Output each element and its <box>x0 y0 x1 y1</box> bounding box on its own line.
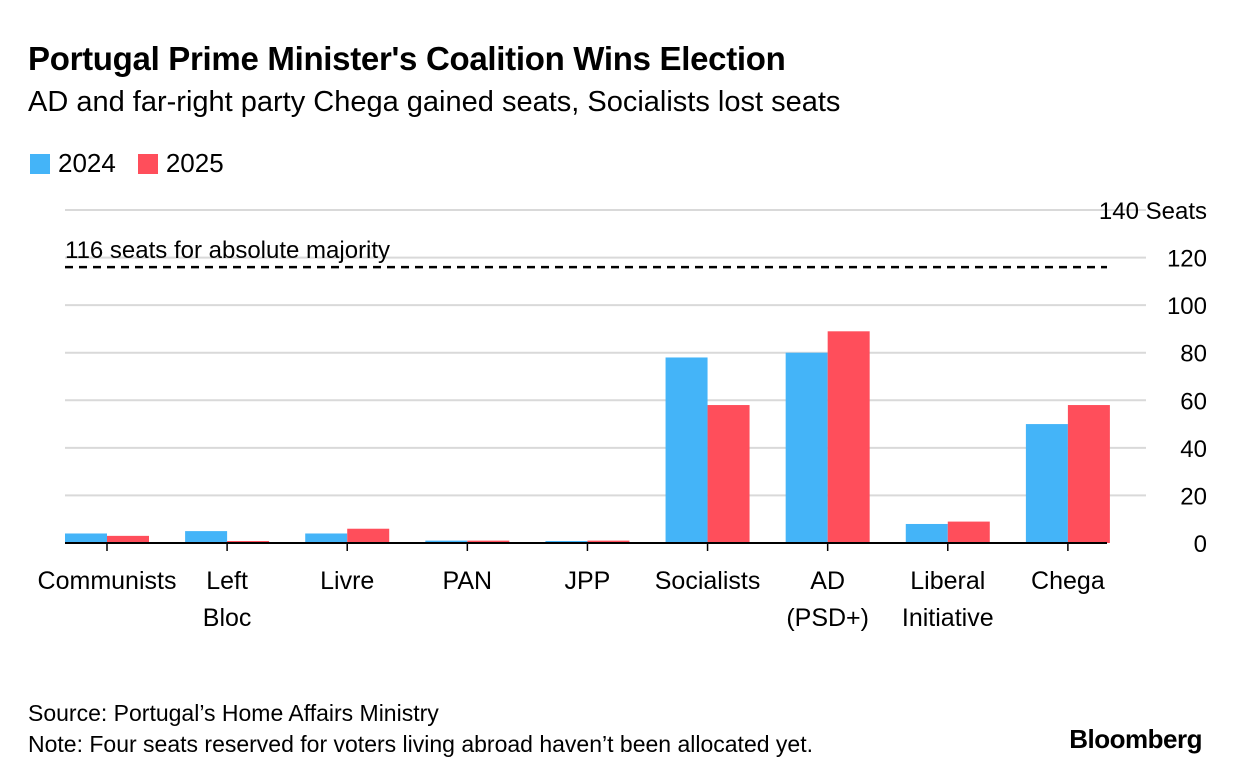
x-tick-label-4-0: JPP <box>565 567 611 595</box>
x-tick-label-2-0: Livre <box>320 567 374 595</box>
legend-label-2025: 2025 <box>165 148 224 178</box>
bar-2025-2 <box>347 528 390 543</box>
y-tick-label-60: 60 <box>1180 388 1207 415</box>
bar-2024-6 <box>785 352 828 543</box>
y-tick-label-0: 0 <box>1194 531 1207 558</box>
x-tick-label-6-1: (PSD+) <box>786 604 869 632</box>
x-tick-label-0-0: Communists <box>38 567 177 595</box>
chart-subtitle: AD and far-right party Chega gained seat… <box>28 86 841 118</box>
bar-2025-0 <box>107 535 149 543</box>
x-tick-label-6-0: AD <box>810 567 845 595</box>
bar-2024-8 <box>1025 424 1068 543</box>
y-tick-label-80: 80 <box>1180 341 1207 368</box>
y-tick-label-120: 120 <box>1167 246 1207 273</box>
x-tick-label-7-0: Liberal <box>910 567 985 595</box>
legend-label-2024: 2024 <box>58 148 116 178</box>
x-tick-label-1-0: Left <box>206 567 248 595</box>
legend-item-2024: 2024 <box>30 148 116 179</box>
y-tick-label-140: 140 Seats <box>1099 198 1207 225</box>
bar-2024-1 <box>185 531 228 543</box>
bar-2024-5 <box>665 357 708 543</box>
y-tick-label-40: 40 <box>1180 436 1207 463</box>
bar-2025-5 <box>707 405 750 543</box>
bar-2024-2 <box>305 533 348 543</box>
x-tick-label-1-1: Bloc <box>203 604 252 632</box>
bar-2025-3 <box>467 540 510 543</box>
footnote: Note: Four seats reserved for voters liv… <box>28 731 813 757</box>
bar-2025-8 <box>1067 405 1110 543</box>
legend-swatch-2025 <box>137 153 158 174</box>
bar-2024-3 <box>425 540 468 543</box>
legend-item-2025: 2025 <box>137 148 224 179</box>
majority-reference-label: 116 seats for absolute majority <box>65 237 390 264</box>
bar-2025-4 <box>587 540 630 543</box>
source-note: Source: Portugal’s Home Affairs Ministry <box>28 700 439 726</box>
bar-2024-0 <box>65 533 107 543</box>
x-tick-label-7-1: Initiative <box>902 604 994 632</box>
bar-2025-7 <box>947 521 990 543</box>
x-tick-label-8-0: Chega <box>1031 567 1105 595</box>
legend-swatch-2024 <box>30 153 50 174</box>
chart-title: Portugal Prime Minister's Coalition Wins… <box>28 40 786 77</box>
y-tick-label-20: 20 <box>1180 483 1207 510</box>
y-tick-label-100: 100 <box>1167 293 1207 320</box>
x-tick-label-5-0: Socialists <box>655 567 761 595</box>
bloomberg-logo: Bloomberg <box>1069 724 1202 754</box>
bar-2024-7 <box>905 523 948 543</box>
bar-chart: 0 20 40 60 80 100 120 140 Seats Communists Left Bl… <box>38 198 1207 632</box>
legend: 2024 2025 <box>30 148 246 179</box>
bar-2025-6 <box>827 331 870 543</box>
x-tick-label-3-0: PAN <box>443 567 493 595</box>
